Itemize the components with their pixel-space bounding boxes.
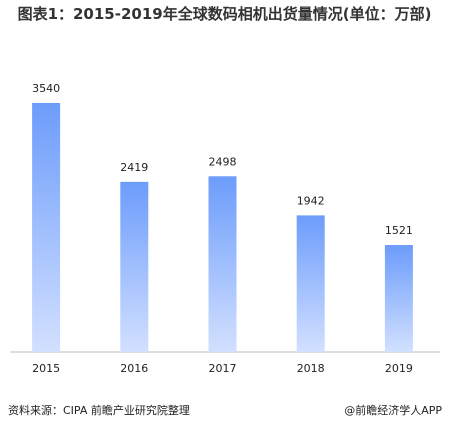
bar (296, 215, 325, 352)
x-tick-label: 2017 (209, 362, 237, 375)
data-label: 1521 (385, 224, 413, 237)
x-tick-label: 2018 (297, 362, 325, 375)
bar (120, 181, 149, 352)
credit: @前瞻经济学人APP (344, 403, 442, 417)
data-label: 1942 (297, 194, 325, 207)
chart-title: 图表1：2015-2019年全球数码相机出货量情况(单位：万部) (17, 5, 432, 23)
data-label: 3540 (32, 82, 60, 95)
bar (208, 176, 237, 352)
x-tick-label: 2015 (32, 362, 60, 375)
bar (384, 245, 413, 352)
data-label: 2419 (120, 161, 148, 174)
x-tick-label: 2019 (385, 362, 413, 375)
bar (32, 103, 61, 352)
source: 资料来源：CIPA 前瞻产业研究院整理 (8, 403, 190, 417)
x-tick-label: 2016 (120, 362, 148, 375)
data-label: 2498 (209, 155, 237, 168)
